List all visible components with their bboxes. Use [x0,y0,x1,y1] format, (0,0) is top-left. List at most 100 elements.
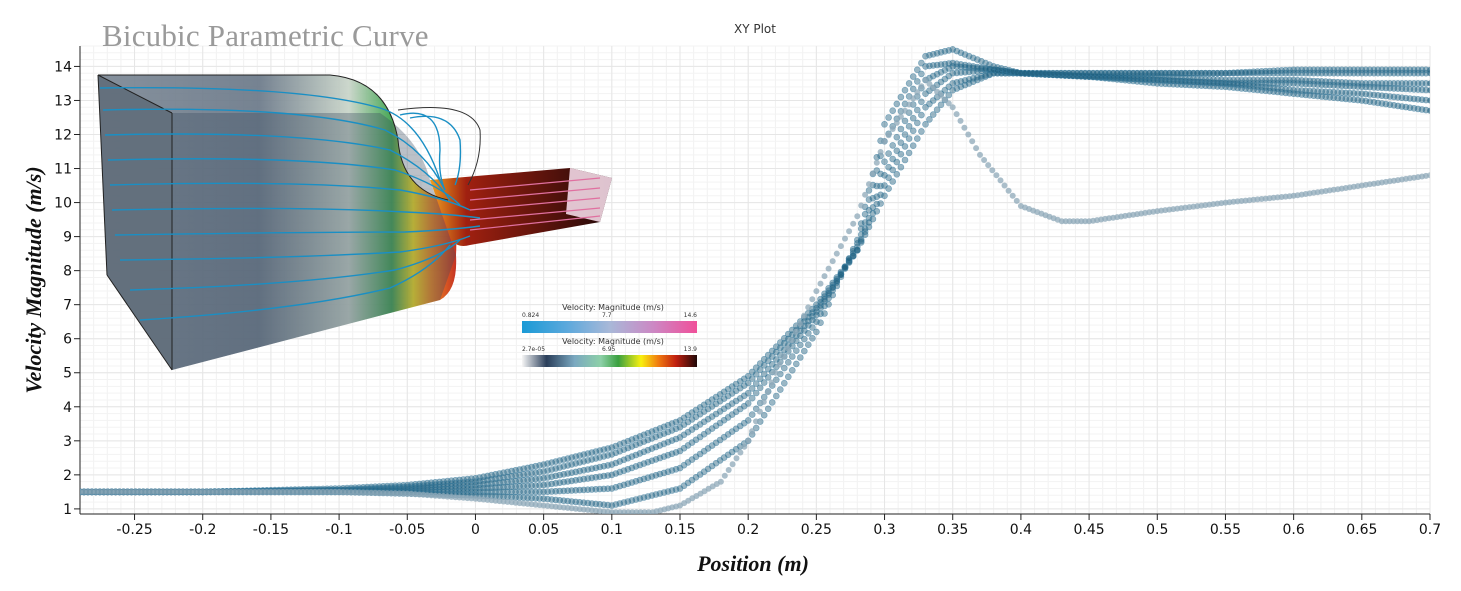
point [636,433,644,440]
point [780,353,787,360]
y-tick-label-4: 5 [63,366,72,382]
point [926,80,933,87]
legend-1-ticks: 0.824 7.7 14.6 [522,312,697,321]
point [1005,67,1013,74]
y-tick-label-10: 11 [54,162,72,178]
point [544,474,551,481]
point [893,100,901,108]
point [934,88,941,95]
point [672,425,680,433]
point [901,117,909,125]
point [320,488,326,495]
point [644,474,652,482]
point [580,466,588,474]
point [620,481,628,489]
point [776,361,783,368]
point [748,385,756,392]
point [961,81,969,89]
point [780,339,788,347]
point [961,61,969,69]
point [885,114,892,121]
point [949,59,957,67]
point [752,370,760,378]
point [957,117,964,124]
point [901,86,909,94]
point [821,302,828,310]
point [800,347,808,355]
point [584,450,592,457]
point [752,364,760,372]
point [620,439,628,447]
point [893,171,901,178]
x-tick-label-16: 0.55 [1210,522,1241,538]
point [752,380,760,387]
point [825,265,832,272]
point [846,228,853,235]
point [748,375,756,382]
point [788,366,796,374]
point [660,453,668,460]
point [881,192,888,200]
point [986,61,993,68]
point [624,498,632,505]
point [624,465,632,473]
point [652,433,660,441]
point [768,379,775,386]
point [660,423,668,431]
x-axis-label: Position (m) [697,551,809,576]
x-tick-label-1: -0.2 [189,522,216,538]
point [1013,197,1020,204]
point [1427,87,1430,94]
point [504,468,511,476]
point [801,312,808,319]
point [644,436,652,444]
point [721,472,728,479]
point [620,446,628,453]
point [768,347,776,355]
point [1427,97,1430,104]
point [1427,80,1430,87]
series-6 [80,77,1430,514]
point [833,277,841,285]
point [905,80,913,87]
point [909,114,917,122]
point [809,324,816,331]
point [797,320,803,327]
point [608,444,616,451]
point [756,375,764,383]
point [717,478,724,485]
point [938,92,944,99]
point [792,328,799,335]
overlay-title: Bicubic Parametric Curve [102,18,429,53]
point [564,462,572,469]
point [933,106,941,113]
point [756,408,763,415]
point [580,458,588,465]
point [929,72,937,80]
point [853,243,861,251]
point [780,364,788,372]
point [616,500,624,507]
point [580,475,588,483]
point [612,442,620,450]
point [965,76,973,83]
point [837,243,844,250]
point [644,429,652,437]
point [648,473,656,480]
point [788,353,796,360]
x-tick-label-11: 0.3 [873,522,895,538]
point [600,446,608,453]
point [628,436,636,443]
point [990,63,997,70]
point [837,273,845,281]
point [608,471,616,479]
point [772,392,780,400]
point [608,451,616,458]
point [588,456,596,463]
point [901,143,909,150]
point [664,488,672,495]
point [997,177,1004,184]
point [821,273,828,280]
point [913,78,921,85]
point [672,465,680,473]
